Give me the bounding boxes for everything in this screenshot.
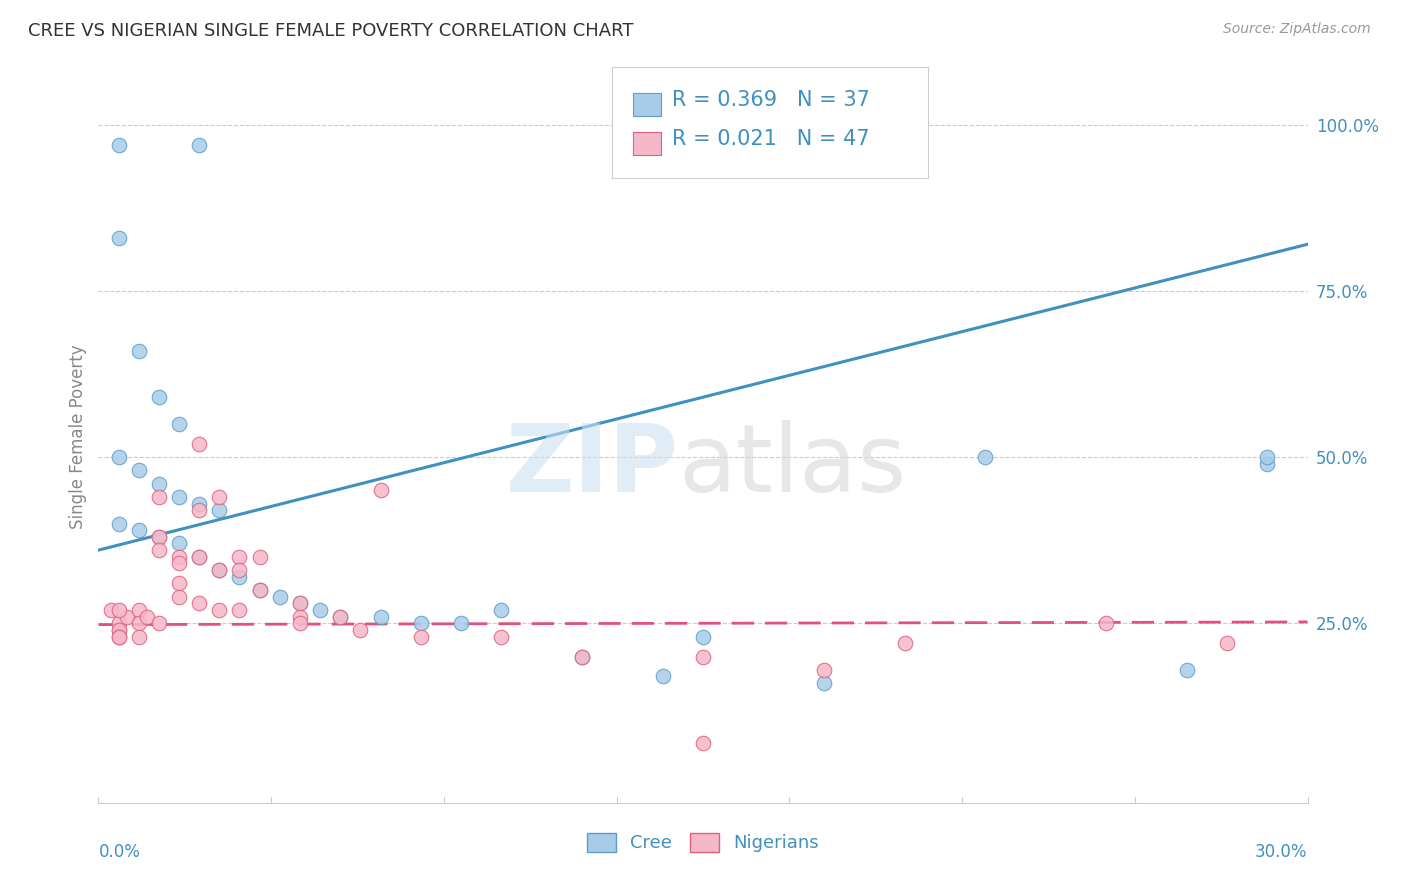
Point (107, 630, 129, 644)
Point (167, 549, 190, 564)
Point (135, 609, 157, 624)
Point (370, 483, 392, 498)
Point (228, 549, 250, 564)
Point (107, 516, 129, 531)
Point (148, 530, 170, 544)
Point (249, 549, 271, 564)
Text: CREE VS NIGERIAN SINGLE FEMALE POVERTY CORRELATION CHART: CREE VS NIGERIAN SINGLE FEMALE POVERTY C… (28, 22, 634, 40)
Point (813, 676, 835, 690)
Text: R = 0.369   N = 37: R = 0.369 N = 37 (672, 90, 870, 110)
Point (228, 603, 250, 617)
Point (1175, 663, 1198, 677)
Point (167, 536, 190, 550)
Point (1216, 636, 1239, 650)
Point (167, 576, 190, 591)
Point (107, 623, 129, 637)
Text: ZIP: ZIP (506, 420, 679, 512)
Point (167, 490, 190, 504)
Text: R = 0.021   N = 47: R = 0.021 N = 47 (672, 129, 870, 149)
Text: atlas: atlas (679, 420, 907, 512)
Point (148, 543, 170, 558)
Point (107, 450, 129, 464)
Point (208, 563, 231, 577)
Point (571, 649, 593, 664)
Point (188, 137, 211, 152)
Point (188, 549, 211, 564)
Point (208, 490, 231, 504)
Point (107, 230, 129, 244)
Point (249, 582, 271, 597)
Point (128, 630, 150, 644)
Point (228, 570, 250, 584)
Point (491, 603, 513, 617)
Point (107, 623, 129, 637)
Point (167, 557, 190, 571)
Point (409, 616, 432, 631)
Point (370, 609, 392, 624)
Point (692, 630, 714, 644)
Point (167, 417, 190, 431)
Point (288, 596, 311, 610)
Point (167, 590, 190, 604)
Point (107, 603, 129, 617)
Point (128, 603, 150, 617)
Point (329, 609, 352, 624)
Point (329, 609, 352, 624)
Point (148, 490, 170, 504)
Point (409, 630, 432, 644)
Point (188, 503, 211, 517)
Point (148, 616, 170, 631)
Point (208, 603, 231, 617)
Point (188, 436, 211, 450)
Text: Source: ZipAtlas.com: Source: ZipAtlas.com (1223, 22, 1371, 37)
Point (188, 549, 211, 564)
Point (571, 649, 593, 664)
Point (309, 603, 332, 617)
Y-axis label: Single Female Poverty: Single Female Poverty (69, 345, 87, 529)
Point (1256, 457, 1278, 471)
Point (107, 616, 129, 631)
Point (288, 616, 311, 631)
Point (288, 596, 311, 610)
Point (188, 497, 211, 511)
Point (128, 343, 150, 358)
Point (491, 630, 513, 644)
Point (128, 463, 150, 477)
Point (692, 649, 714, 664)
Point (115, 609, 138, 624)
Point (1095, 616, 1118, 631)
Point (148, 476, 170, 491)
Point (128, 523, 150, 537)
Point (692, 736, 714, 750)
Point (349, 623, 371, 637)
Point (813, 663, 835, 677)
Point (651, 669, 673, 683)
Point (269, 590, 291, 604)
Point (107, 137, 129, 152)
Text: 0.0%: 0.0% (98, 843, 141, 861)
Point (288, 609, 311, 624)
Point (450, 616, 472, 631)
Point (974, 450, 997, 464)
Point (249, 582, 271, 597)
Point (107, 630, 129, 644)
Point (228, 563, 250, 577)
Point (148, 390, 170, 404)
Point (208, 503, 231, 517)
Point (208, 563, 231, 577)
Point (1256, 450, 1278, 464)
Legend: Cree, Nigerians: Cree, Nigerians (579, 826, 827, 860)
Point (148, 530, 170, 544)
Point (128, 616, 150, 631)
Point (100, 603, 122, 617)
Point (188, 596, 211, 610)
Text: 30.0%: 30.0% (1256, 843, 1308, 861)
Point (893, 636, 915, 650)
